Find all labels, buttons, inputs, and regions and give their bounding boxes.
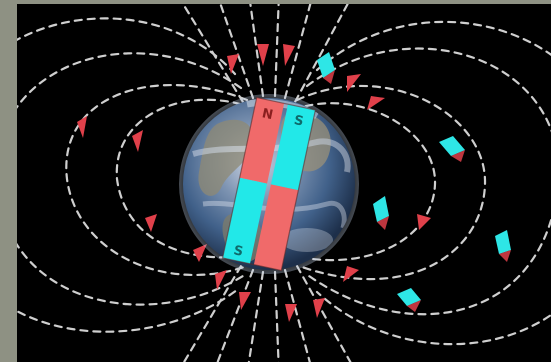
south-label-top: S xyxy=(293,113,305,130)
arrow-icon xyxy=(343,266,359,282)
south-pole-segment-left xyxy=(222,177,268,264)
arrow-icon xyxy=(77,116,87,138)
arrow-icon xyxy=(145,214,157,232)
arrow-icon xyxy=(313,298,325,318)
arrow-icon xyxy=(417,214,431,230)
magnetic-field-photo: N S S xyxy=(17,4,551,362)
north-label: N xyxy=(260,106,274,123)
arrow-icon xyxy=(373,196,389,222)
magnetosphere-graphic: N S S xyxy=(17,4,551,362)
arrow-icon xyxy=(439,136,465,156)
north-pole-segment-right xyxy=(253,184,299,271)
arrow-icon xyxy=(367,96,385,110)
bar-magnet: N S S xyxy=(221,96,317,272)
red-field-arrows xyxy=(77,44,431,322)
arrow-icon xyxy=(257,44,269,66)
arrow-icon xyxy=(347,74,361,92)
arrow-icon xyxy=(317,52,335,78)
arrow-icon xyxy=(132,130,143,152)
field-lines xyxy=(17,4,551,362)
arrow-icon xyxy=(495,230,511,254)
south-label-bottom: S xyxy=(232,243,244,260)
cyan-field-arrows xyxy=(317,52,511,306)
arrow-icon xyxy=(227,54,239,74)
arrow-icon xyxy=(215,270,227,290)
south-pole-segment-right xyxy=(270,104,316,191)
arrow-icon xyxy=(193,244,207,262)
arrow-icon xyxy=(239,292,251,310)
north-pole-segment-left xyxy=(239,97,285,184)
arrow-icon xyxy=(283,44,295,66)
arrow-icon xyxy=(397,288,421,306)
arrow-icon xyxy=(285,304,297,322)
